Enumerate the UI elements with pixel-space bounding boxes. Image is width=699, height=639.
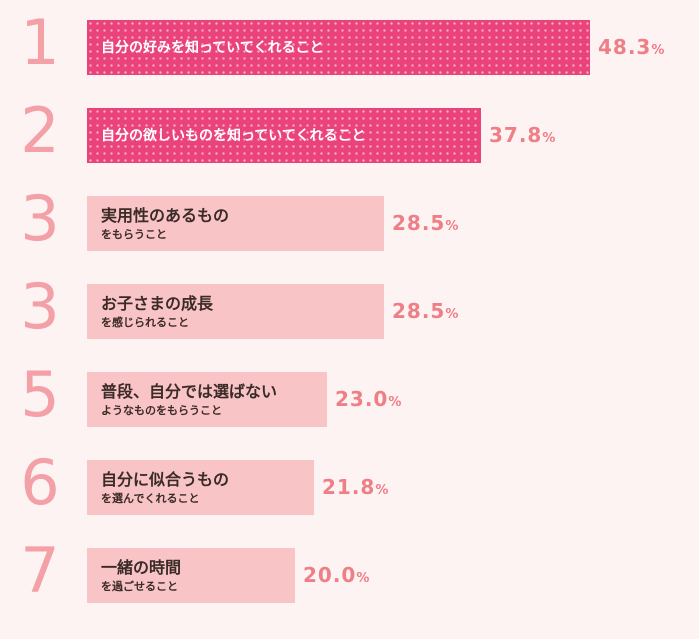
bar-label-line1: 自分に似合うもの — [101, 470, 230, 489]
chart-row: 3 お子さまの成長 を感じられること 28.5% — [0, 272, 699, 348]
value-label: 28.5% — [392, 196, 459, 251]
value-number: 21.8 — [322, 475, 376, 499]
chart-row: 5 普段、自分では選ばない ようなものをもらうこと 23.0% — [0, 360, 699, 436]
bar: 自分の好みを知っていてくれること — [87, 20, 590, 75]
value-unit: % — [445, 219, 460, 234]
bar-label: 実用性のあるものをもらうこと — [101, 196, 382, 251]
bar-label-line1: 実用性のあるもの — [101, 206, 230, 225]
value-label: 23.0% — [335, 372, 402, 427]
bar-label: 一緒の時間を過ごせること — [101, 548, 293, 603]
value-label: 48.3% — [598, 20, 665, 75]
bar-label: お子さまの成長を感じられること — [101, 284, 382, 339]
bar-label-line1: 自分の好みを知っていてくれること — [101, 39, 324, 56]
value-label: 20.0% — [303, 548, 370, 603]
value-unit: % — [542, 131, 557, 146]
chart-row: 1 自分の好みを知っていてくれること 48.3% — [0, 8, 699, 84]
bar: 普段、自分では選ばないようなものをもらうこと — [87, 372, 327, 427]
chart-row: 6 自分に似合うもの を選んでくれること 21.8% — [0, 448, 699, 524]
bar-label-line2: をもらうこと — [101, 228, 167, 241]
bar-label-line1: 一緒の時間 — [101, 558, 182, 577]
rank-number: 6 — [20, 446, 60, 519]
bar-label-line2: を感じられること — [101, 316, 189, 329]
value-unit: % — [445, 307, 460, 322]
value-number: 28.5 — [392, 211, 446, 235]
value-number: 20.0 — [303, 563, 357, 587]
bar-label-line2: ようなものをもらうこと — [101, 404, 222, 417]
bar-label: 普段、自分では選ばないようなものをもらうこと — [101, 372, 325, 427]
chart-row: 3 実用性のあるもの をもらうこと 28.5% — [0, 184, 699, 260]
value-label: 21.8% — [322, 460, 389, 515]
value-unit: % — [651, 43, 666, 58]
bar-label-line1: お子さまの成長 — [101, 294, 214, 313]
bar-label-line2: を選んでくれること — [101, 492, 200, 505]
rank-number: 5 — [20, 358, 60, 431]
value-unit: % — [375, 483, 390, 498]
bar-label: 自分に似合うものを選んでくれること — [101, 460, 312, 515]
bar-label-line1: 普段、自分では選ばない — [101, 382, 278, 401]
chart-row: 7 一緒の時間 を過ごせること 20.0% — [0, 536, 699, 612]
value-unit: % — [388, 395, 403, 410]
value-label: 28.5% — [392, 284, 459, 339]
rank-number: 1 — [20, 6, 60, 79]
value-number: 37.8 — [489, 123, 543, 147]
bar: お子さまの成長を感じられること — [87, 284, 384, 339]
rank-number: 7 — [20, 534, 60, 607]
bar: 実用性のあるものをもらうこと — [87, 196, 384, 251]
value-label: 37.8% — [489, 108, 556, 163]
value-number: 48.3 — [598, 35, 652, 59]
value-unit: % — [356, 571, 371, 586]
bar-label-line2: を過ごせること — [101, 580, 178, 593]
rank-number: 3 — [20, 270, 60, 343]
value-number: 23.0 — [335, 387, 389, 411]
bar-label: 自分の欲しいものを知っていてくれること — [101, 108, 479, 163]
rank-number: 2 — [20, 94, 60, 167]
chart-row: 2 自分の欲しいものを知っていてくれること 37.8% — [0, 96, 699, 172]
rank-number: 3 — [20, 182, 60, 255]
bar-label: 自分の好みを知っていてくれること — [101, 20, 588, 75]
value-number: 28.5 — [392, 299, 446, 323]
bar: 一緒の時間を過ごせること — [87, 548, 295, 603]
bar: 自分に似合うものを選んでくれること — [87, 460, 314, 515]
bar-label-line1: 自分の欲しいものを知っていてくれること — [101, 127, 366, 144]
bar: 自分の欲しいものを知っていてくれること — [87, 108, 481, 163]
